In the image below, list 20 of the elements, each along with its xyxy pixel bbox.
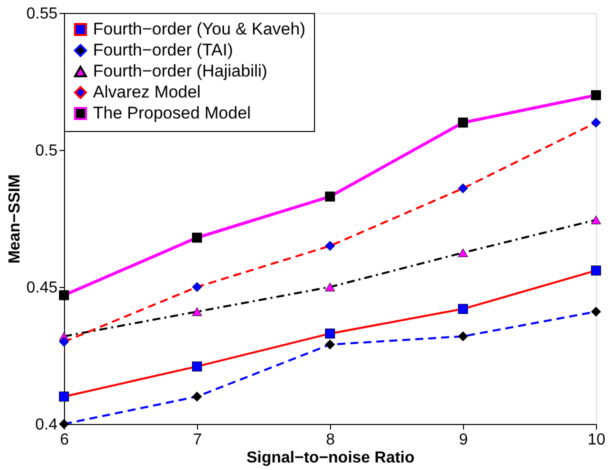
x-tick-label: 7 — [193, 432, 202, 448]
legend-label: Fourth−order (TAI) — [93, 40, 233, 60]
legend-label: The Proposed Model — [93, 104, 251, 122]
y-tick-label: 0.45 — [26, 280, 58, 296]
y-tick-label: 0.4 — [35, 416, 58, 434]
x-tick-label: 8 — [326, 432, 336, 448]
legend-label: Fourth−order (You & Kaveh) — [93, 20, 306, 38]
x-tick-label: 6 — [60, 432, 70, 448]
point — [192, 307, 202, 316]
legend-label: Fourth−order (Hajiabili) — [93, 62, 268, 80]
point — [458, 248, 468, 258]
y-tick-label: 0.55 — [26, 6, 58, 22]
x-tick-label: 10 — [588, 432, 606, 448]
legend-label: Alvarez Model — [93, 82, 201, 102]
y-tick-label: 0.5 — [35, 142, 58, 160]
point — [325, 282, 335, 292]
x-axis-title: Signal−to−noise Ratio — [246, 450, 415, 466]
point — [591, 216, 601, 224]
x-tick-label: 9 — [459, 432, 468, 448]
y-axis-title: Mean−SSIM — [6, 174, 24, 264]
